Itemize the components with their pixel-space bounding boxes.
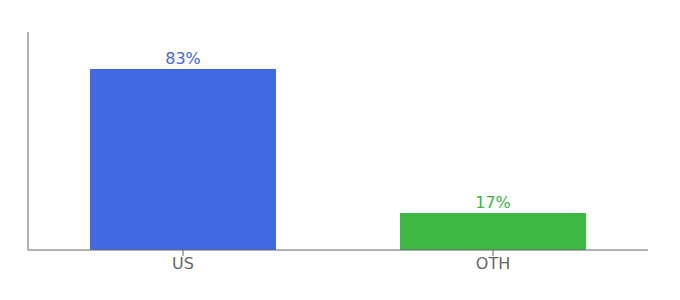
svg-text:US: US xyxy=(172,254,194,273)
svg-text:OTH: OTH xyxy=(476,254,510,273)
svg-text:17%: 17% xyxy=(475,193,511,212)
svg-text:83%: 83% xyxy=(165,49,201,68)
